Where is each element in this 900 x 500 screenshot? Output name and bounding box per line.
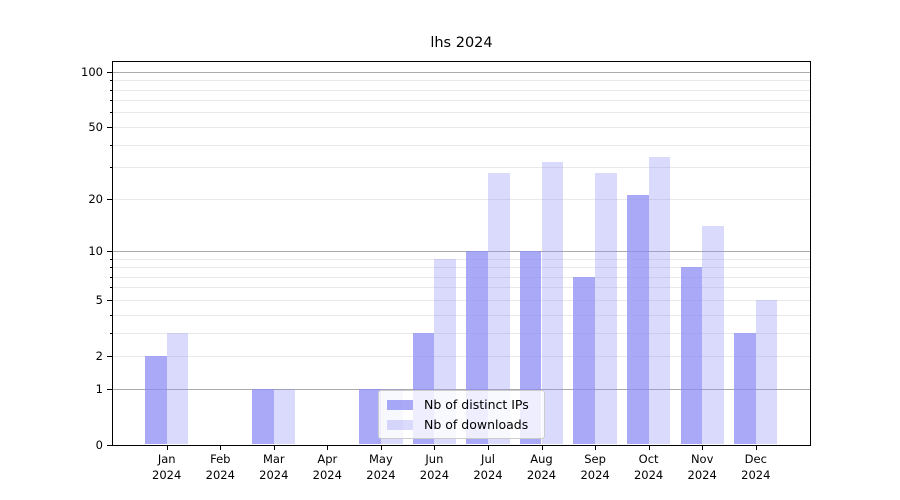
bar-ips-jan: [145, 355, 167, 444]
y-minortick-8: [109, 267, 112, 268]
y-tick-1: [107, 388, 112, 390]
x-tick-oct: [648, 446, 650, 450]
x-tick-apr: [327, 446, 329, 450]
x-tick-label-dec: Dec 2024: [741, 452, 771, 482]
bar-downloads-sep: [595, 172, 617, 444]
gridline-major-1: [113, 388, 810, 390]
gridline-minor-7: [113, 276, 810, 278]
x-tick-may: [380, 446, 382, 450]
y-tick-label-50: 50: [88, 119, 103, 134]
gridline-minor-4: [113, 314, 810, 316]
x-tick-label-sep: Sep 2024: [580, 452, 610, 482]
chart-title: lhs 2024: [430, 35, 493, 51]
gridline-minor-2: [113, 355, 810, 357]
y-tick-5: [107, 299, 112, 301]
gridline-minor-6: [113, 287, 810, 289]
gridline-minor-30: [113, 167, 810, 169]
legend-label-distinct-ips: Nb of distinct IPs: [424, 397, 529, 412]
gridline-minor-9: [113, 258, 810, 260]
y-tick-label-2: 2: [95, 348, 103, 363]
legend-item-distinct-ips: Nb of distinct IPs: [387, 397, 535, 412]
x-tick-feb: [220, 446, 222, 450]
y-tick-label-5: 5: [95, 292, 103, 307]
x-tick-mar: [273, 446, 275, 450]
bar-ips-mar: [252, 388, 274, 444]
gridline-minor-60: [113, 112, 810, 114]
legend-label-downloads: Nb of downloads: [424, 417, 529, 432]
gridline-minor-5: [113, 299, 810, 301]
x-tick-label-aug: Aug 2024: [526, 452, 557, 482]
x-tick-label-jan: Jan 2024: [152, 452, 182, 482]
y-tick-20: [107, 198, 112, 200]
gridline-minor-40: [113, 144, 810, 146]
bar-downloads-oct: [648, 157, 671, 444]
x-tick-jul: [488, 446, 489, 450]
bar-ips-oct: [626, 194, 649, 444]
y-minortick-80: [109, 89, 112, 91]
gridline-minor-70: [113, 100, 810, 102]
x-tick-label-nov: Nov 2024: [687, 452, 717, 482]
bar-ips-may: [359, 388, 381, 444]
y-minortick-3: [109, 332, 112, 334]
y-minortick-9: [109, 258, 112, 260]
x-tick-dec: [755, 446, 757, 450]
legend-swatch-downloads: [387, 419, 413, 430]
bar-ips-dec: [734, 332, 756, 444]
legend-swatch-ips: [387, 399, 413, 410]
x-tick-jun: [434, 446, 436, 450]
y-minortick-4: [109, 314, 112, 316]
bar-downloads-jan: [166, 332, 189, 444]
y-tick-label-1: 1: [95, 381, 103, 396]
y-minortick-40: [109, 144, 112, 146]
bar-downloads-jul: [488, 172, 510, 444]
y-tick-label-100: 100: [81, 64, 103, 79]
x-tick-label-oct: Oct 2024: [633, 452, 664, 482]
y-tick-2: [107, 355, 112, 357]
legend: Nb of distinct IPs Nb of downloads: [378, 390, 545, 439]
gridline-minor-90: [113, 80, 810, 82]
legend-item-downloads: Nb of downloads: [387, 417, 535, 432]
bar-ips-nov: [680, 267, 703, 444]
gridline-minor-3: [113, 332, 810, 334]
x-tick-aug: [541, 446, 543, 450]
y-minortick-6: [109, 287, 112, 289]
y-minortick-60: [109, 112, 112, 114]
bar-downloads-mar: [273, 388, 296, 444]
y-tick-label-0: 0: [95, 437, 103, 452]
bar-downloads-dec: [755, 299, 778, 444]
bar-downloads-nov: [702, 225, 724, 444]
bar-ips-sep: [573, 276, 596, 444]
x-tick-nov: [702, 446, 704, 450]
gridline-major-100: [113, 71, 810, 73]
x-tick-label-mar: Mar 2024: [259, 452, 289, 482]
x-tick-label-apr: Apr 2024: [312, 452, 342, 482]
y-minortick-30: [109, 167, 112, 169]
y-tick-10: [107, 250, 112, 252]
y-minortick-90: [109, 80, 112, 82]
x-tick-label-jun: Jun 2024: [419, 452, 450, 482]
gridline-minor-20: [113, 198, 810, 200]
y-tick-0: [107, 444, 112, 446]
y-minortick-7: [109, 276, 112, 278]
y-minortick-70: [109, 100, 112, 102]
y-tick-label-10: 10: [88, 243, 103, 258]
grid-layer: [113, 62, 810, 445]
x-tick-label-may: May 2024: [366, 452, 396, 482]
y-tick-100: [107, 71, 112, 73]
x-tick-label-feb: Feb 2024: [205, 452, 235, 482]
x-tick-sep: [595, 446, 597, 450]
bar-downloads-aug: [541, 162, 564, 444]
y-tick-label-20: 20: [88, 191, 103, 206]
gridline-major-10: [113, 250, 810, 252]
gridline-minor-80: [113, 89, 810, 91]
bar-layer: [113, 62, 810, 445]
gridline-minor-8: [113, 267, 810, 268]
x-tick-jan: [166, 446, 168, 450]
x-tick-label-jul: Jul 2024: [473, 452, 503, 482]
y-tick-50: [107, 126, 112, 128]
gridline-minor-50: [113, 126, 810, 128]
plot-area: Nb of distinct IPs Nb of downloads: [112, 61, 811, 446]
